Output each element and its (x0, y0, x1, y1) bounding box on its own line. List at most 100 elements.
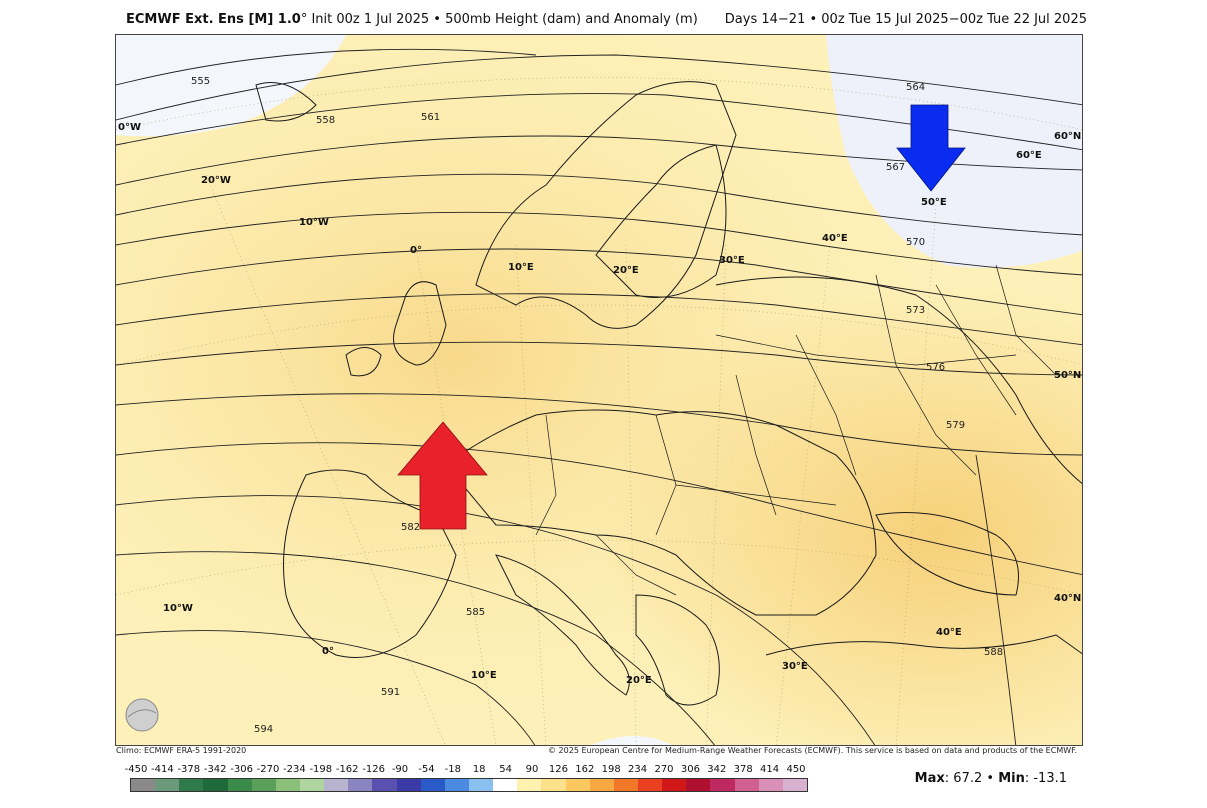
map-frame: 555 558 561 564 567 570 573 576 579 582 … (115, 34, 1083, 746)
colorbar-label: -270 (256, 764, 280, 775)
grid-label-50e: 50°E (921, 197, 947, 208)
colorbar-label: -342 (203, 764, 227, 775)
grid-label-10e: 10°E (508, 262, 534, 273)
colorbar-swatch (372, 779, 397, 791)
grid-label-20w: 20°W (201, 175, 231, 186)
colorbar-swatch (493, 779, 518, 791)
grid-label-60e: 60°E (1016, 150, 1042, 161)
grid-label-south-30e: 30°E (782, 661, 808, 672)
colorbar-label: 306 (680, 764, 700, 775)
grid-label-30e: 30°E (719, 255, 745, 266)
colorbar-swatch (686, 779, 711, 791)
neutral-region-northwest (116, 35, 346, 137)
contour-label-570: 570 (906, 237, 925, 248)
grid-label-60n: 60°N (1054, 131, 1081, 142)
colorbar-label: -378 (177, 764, 201, 775)
colorbar-label: -414 (151, 764, 174, 775)
colorbar-label: 378 (733, 764, 753, 775)
colorbar-swatch (589, 779, 614, 791)
colorbar-label: 450 (786, 764, 806, 775)
logo-globe-icon (125, 698, 159, 732)
colorbar-swatch (468, 779, 494, 791)
colorbar-swatch (541, 779, 566, 791)
grid-label-south-10e: 10°E (471, 670, 497, 681)
grid-label-south-40e: 40°E (936, 627, 962, 638)
height-contours (116, 48, 1082, 745)
grid-label-south-0: 0° (322, 646, 334, 657)
colorbar-label: 342 (707, 764, 727, 775)
contour-label-558: 558 (316, 115, 335, 126)
contour-label-561: 561 (421, 112, 440, 123)
colorbar-swatch (179, 779, 204, 791)
colorbar-swatch (710, 779, 735, 791)
contour-label-594: 594 (254, 724, 273, 735)
weatherbell-logo (122, 695, 212, 735)
colorbar-swatch (758, 779, 783, 791)
contour-label-585: 585 (466, 607, 485, 618)
colorbar-swatch (637, 779, 663, 791)
max-min-readout: Max: 67.2 • Min: -13.1 (914, 771, 1067, 786)
grid-labels: 0°W 20°W 10°W 0° 10°E 20°E 30°E 40°E 50°… (118, 122, 1081, 686)
title-bar: ECMWF Ext. Ens [M] 1.0° Init 00z 1 Jul 2… (0, 10, 1207, 32)
contour-label-564: 564 (906, 82, 925, 93)
colorbar-label: -18 (444, 764, 461, 775)
colorbar-swatch (396, 779, 421, 791)
graticule (116, 77, 1082, 745)
colorbar-swatch (227, 779, 252, 791)
colorbar-swatch (275, 779, 300, 791)
colorbar-label: -198 (309, 764, 333, 775)
min-label: Min (998, 771, 1025, 786)
climo-footnote: Climo: ECMWF ERA-5 1991-2020 (116, 746, 247, 755)
colorbar-swatch (734, 779, 759, 791)
colorbar-swatch (444, 779, 469, 791)
colorbar-label: -54 (418, 764, 435, 775)
title-right: Days 14−21 • 00z Tue 15 Jul 2025−00z Tue… (724, 12, 1087, 27)
colorbar-label: 162 (575, 764, 595, 775)
colorbar-swatch (299, 779, 325, 791)
grid-label-40n: 40°N (1054, 593, 1081, 604)
country-borders (535, 264, 1057, 596)
neutral-region-south (590, 736, 672, 745)
colorbar-label: 198 (601, 764, 621, 775)
colorbar-label: -234 (283, 764, 306, 775)
grid-label-10w: 10°W (299, 217, 329, 228)
grid-label-south-20e: 20°E (626, 675, 652, 686)
colorbar-swatch (662, 779, 687, 791)
colorbar-label: -126 (362, 764, 385, 775)
colorbar-label: 234 (628, 764, 648, 775)
positive-anomaly-arrow (397, 421, 488, 530)
title-left: ECMWF Ext. Ens [M] 1.0° Init 00z 1 Jul 2… (126, 12, 698, 27)
coastlines (255, 81, 1082, 706)
colorbar-swatch (420, 779, 445, 791)
colorbar-swatch (324, 779, 349, 791)
colorbar-swatch (203, 779, 228, 791)
grid-label-20e: 20°E (613, 265, 639, 276)
colorbar-label: 18 (472, 764, 486, 775)
colorbar-swatch (782, 779, 807, 791)
colorbar-swatch (517, 779, 542, 791)
grid-label-40e: 40°E (822, 233, 848, 244)
colorbar-label: -306 (230, 764, 253, 775)
colorbar-swatch (131, 779, 156, 791)
copyright-footnote: © 2025 European Centre for Medium-Range … (548, 746, 1077, 755)
contour-label-582: 582 (401, 522, 420, 533)
grid-label-south-10w: 10°W (163, 603, 193, 614)
colorbar-label: 270 (654, 764, 674, 775)
colorbar-swatch (613, 779, 638, 791)
contour-label-576: 576 (926, 362, 945, 373)
colorbar-label: 54 (499, 764, 512, 775)
colorbar-swatch (565, 779, 590, 791)
colorbar-swatch (348, 779, 373, 791)
contour-labels: 555 558 561 564 567 570 573 576 579 582 … (191, 76, 1003, 735)
grid-label-0: 0° (410, 245, 422, 256)
colorbar-labels: -450 -414 -378 -342 -306 -270 -234 -198 -162 -126… (124, 764, 814, 776)
colorbar-swatch (155, 779, 180, 791)
colorbar-label: -90 (391, 764, 409, 775)
contour-label-573: 573 (906, 305, 925, 316)
negative-anomaly-arrow (896, 104, 966, 192)
max-value: 67.2 (953, 771, 983, 786)
colorbar-label: 126 (548, 764, 568, 775)
grid-label-0w: 0°W (118, 122, 141, 133)
contour-label-579: 579 (946, 420, 965, 431)
colorbar-label: 414 (760, 764, 780, 775)
